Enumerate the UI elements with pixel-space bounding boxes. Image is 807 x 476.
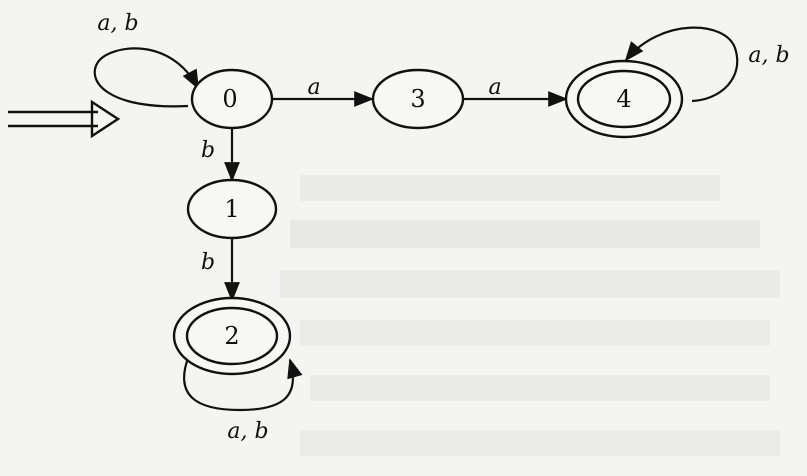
label-edge-0-3: a — [307, 75, 320, 100]
edge-4-4 — [624, 26, 739, 103]
edge-labels: a, b a a a, b b b a, b — [97, 11, 789, 444]
edge-0-0 — [93, 47, 199, 108]
edge-2-2 — [183, 357, 303, 412]
state-0-label: 0 — [222, 85, 237, 113]
label-edge-0-1: b — [201, 138, 215, 163]
state-1-label: 1 — [224, 195, 239, 223]
states: 0 3 4 1 2 — [172, 59, 684, 376]
state-2: 2 — [172, 296, 292, 376]
background-bleed — [280, 175, 780, 456]
state-3-label: 3 — [410, 85, 425, 113]
label-edge-4-4: a, b — [748, 43, 789, 68]
state-2-label: 2 — [224, 322, 239, 350]
state-4-label: 4 — [616, 85, 631, 113]
state-1: 1 — [186, 178, 278, 240]
state-3: 3 — [371, 68, 465, 130]
label-edge-3-4: a — [488, 75, 501, 100]
transitions — [93, 26, 739, 412]
label-edge-0-0: a, b — [97, 11, 138, 36]
state-0: 0 — [190, 68, 274, 130]
start-arrow — [8, 99, 121, 139]
state-4: 4 — [564, 59, 684, 139]
label-edge-1-2: b — [201, 250, 215, 275]
label-edge-2-2: a, b — [227, 419, 268, 444]
